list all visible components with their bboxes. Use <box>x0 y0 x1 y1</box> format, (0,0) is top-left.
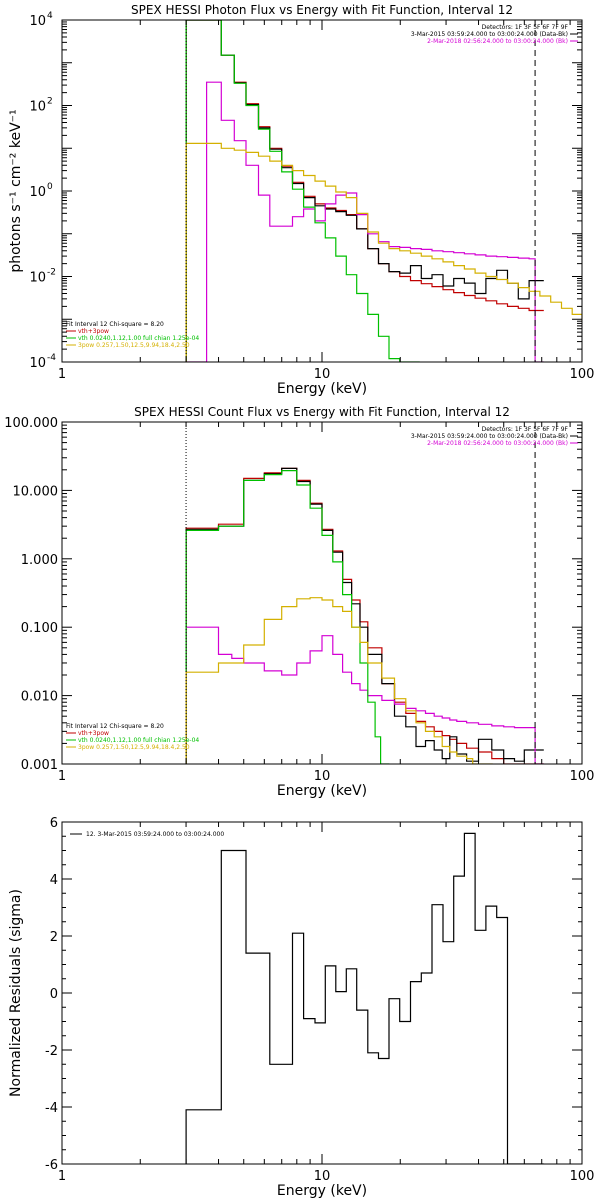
y-tick-label: -6 <box>45 1158 58 1173</box>
x-axis-label: Energy (keV) <box>277 1183 367 1199</box>
series-line-1 <box>185 20 544 362</box>
series-line-2 <box>185 81 544 362</box>
y-tick-exponent: -2 <box>47 268 56 278</box>
legend-bottom-line: 3pow 0.257,1.50,12.5,9.94,18.4,2.50 <box>78 342 190 349</box>
series-line-3 <box>185 470 390 764</box>
series-line-3 <box>185 20 420 362</box>
series-line-0 <box>185 832 544 1164</box>
series-line-2 <box>185 626 544 764</box>
x-tick-label: 100 <box>570 367 595 382</box>
y-tick-exponent: -4 <box>47 353 56 363</box>
series-group <box>185 832 544 1164</box>
y-tick-label: 10 <box>29 185 46 200</box>
legend-bottom-line: vth+3pow <box>78 328 109 335</box>
y-tick-label: 0.001 <box>21 758 58 773</box>
chart-2: 1 10 100 -6 -4 -2 0 2 4 6 Energy (keV) Normalized R… <box>8 816 594 1199</box>
series-line-4 <box>185 142 582 362</box>
x-axis-label: Energy (keV) <box>277 783 367 799</box>
x-tick-label: 10 <box>314 769 331 784</box>
plot-frame <box>61 821 583 1165</box>
plot-frame <box>61 19 583 363</box>
legend-top-line: 2-Mar-2018 02:56:24.000 to 03:00:24.000 … <box>427 38 568 45</box>
chart-title: SPEX HESSI Photon Flux vs Energy with Fi… <box>131 3 513 17</box>
legend-top-line: Detectors: 1F 3F 5F 6F 7F 9F <box>482 426 569 433</box>
legend-bottom-line: Fit Interval 12 Chi-square = 8.20 <box>66 723 164 730</box>
y-tick-exponent: 0 <box>47 182 53 192</box>
x-tick-label: 10 <box>314 1169 331 1184</box>
legend-top-line: 3-Mar-2015 03:59:24.000 to 03:00:24.000 … <box>411 433 568 440</box>
x-tick-label: 1 <box>58 1169 66 1184</box>
x-tick-label: 100 <box>570 1169 595 1184</box>
y-axis-label: photons s⁻¹ cm⁻² keV⁻¹ <box>8 109 24 272</box>
y-tick-label: 10 <box>29 100 46 115</box>
chart-title: SPEX HESSI Count Flux vs Energy with Fit… <box>134 405 510 419</box>
legend-bottom-line: vth 0.0240,1.12,1.00 full chian 1.25e-04 <box>78 335 199 342</box>
y-tick-label: 2 <box>50 930 58 945</box>
series-line-1 <box>185 467 544 764</box>
chart-1: SPEX HESSI Count Flux vs Energy with Fit… <box>4 405 594 799</box>
series-line-0 <box>185 467 544 764</box>
y-tick-label: 0.010 <box>21 690 58 705</box>
y-tick-label: 10.000 <box>13 484 59 499</box>
y-tick-label: 1.000 <box>21 553 58 568</box>
y-tick-label: 0.100 <box>21 621 58 636</box>
legend-bottom-line: Fit Interval 12 Chi-square = 8.20 <box>66 321 164 328</box>
y-tick-label: -4 <box>45 1101 58 1116</box>
x-tick-label: 100 <box>570 769 595 784</box>
y-tick-label: 0 <box>50 987 58 1002</box>
y-axis-label: Normalized Residuals (sigma) <box>8 889 24 1097</box>
x-tick-label: 10 <box>314 367 331 382</box>
y-tick-exponent: 4 <box>47 11 53 21</box>
x-tick-label: 1 <box>58 367 66 382</box>
series-line-0 <box>185 20 544 362</box>
legend-top-line: Detectors: 1F 3F 5F 6F 7F 9F <box>482 24 569 31</box>
legend-top-line: 2-Mar-2018 02:56:24.000 to 03:00:24.000 … <box>427 440 568 447</box>
x-axis-label: Energy (keV) <box>277 381 367 397</box>
legend-bottom-line: vth+3pow <box>78 730 109 737</box>
legend-top-line: 3-Mar-2015 03:59:24.000 to 03:00:24.000 … <box>411 31 568 38</box>
series-line-4 <box>185 597 493 764</box>
plot-frame <box>61 421 583 765</box>
legend-bottom-line: 3pow 0.257,1.50,12.5,9.94,18.4,2.50 <box>78 744 190 751</box>
y-tick-label: 100.000 <box>4 416 58 431</box>
y-tick-label: -2 <box>45 1044 58 1059</box>
series-group <box>185 20 582 362</box>
y-tick-exponent: 2 <box>47 97 53 107</box>
y-tick-label: 10 <box>29 14 46 29</box>
legend-top-line: 12. 3-Mar-2015 03:59:24.000 to 03:00:24.… <box>86 831 224 838</box>
y-tick-label: 10 <box>29 271 46 286</box>
x-tick-label: 1 <box>58 769 66 784</box>
y-tick-label: 6 <box>50 816 58 831</box>
y-tick-label: 4 <box>50 873 58 888</box>
legend-bottom-line: vth 0.0240,1.12,1.00 full chian 1.25e-04 <box>78 737 199 744</box>
chart-0: SPEX HESSI Photon Flux vs Energy with Fi… <box>8 3 594 397</box>
y-tick-label: 10 <box>29 356 46 371</box>
series-group <box>185 467 544 764</box>
